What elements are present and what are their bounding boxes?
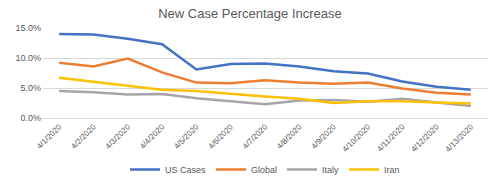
- svg-text:4/2/2020: 4/2/2020: [69, 122, 98, 151]
- svg-text:10.0%: 10.0%: [15, 53, 41, 63]
- svg-text:Global: Global: [251, 165, 277, 175]
- svg-text:4/7/2020: 4/7/2020: [241, 122, 270, 151]
- svg-text:Italy: Italy: [322, 165, 339, 175]
- svg-text:US Cases: US Cases: [165, 165, 206, 175]
- svg-text:4/5/2020: 4/5/2020: [172, 122, 201, 151]
- svg-text:4/9/2020: 4/9/2020: [309, 122, 338, 151]
- svg-text:5.0%: 5.0%: [20, 83, 41, 93]
- svg-text:4/1/2020: 4/1/2020: [35, 122, 64, 151]
- svg-text:New Case Percentage Increase: New Case Percentage Increase: [158, 6, 342, 21]
- svg-text:4/10/2020: 4/10/2020: [341, 122, 373, 154]
- svg-text:4/3/2020: 4/3/2020: [104, 122, 133, 151]
- svg-text:4/4/2020: 4/4/2020: [138, 122, 167, 151]
- svg-text:4/12/2020: 4/12/2020: [409, 122, 441, 154]
- svg-text:4/6/2020: 4/6/2020: [207, 122, 236, 151]
- svg-text:15.0%: 15.0%: [15, 23, 41, 33]
- svg-text:0.0%: 0.0%: [20, 113, 41, 123]
- svg-text:Iran: Iran: [384, 165, 400, 175]
- svg-text:4/13/2020: 4/13/2020: [444, 122, 476, 154]
- svg-text:4/11/2020: 4/11/2020: [375, 122, 406, 153]
- svg-text:4/8/2020: 4/8/2020: [275, 122, 304, 151]
